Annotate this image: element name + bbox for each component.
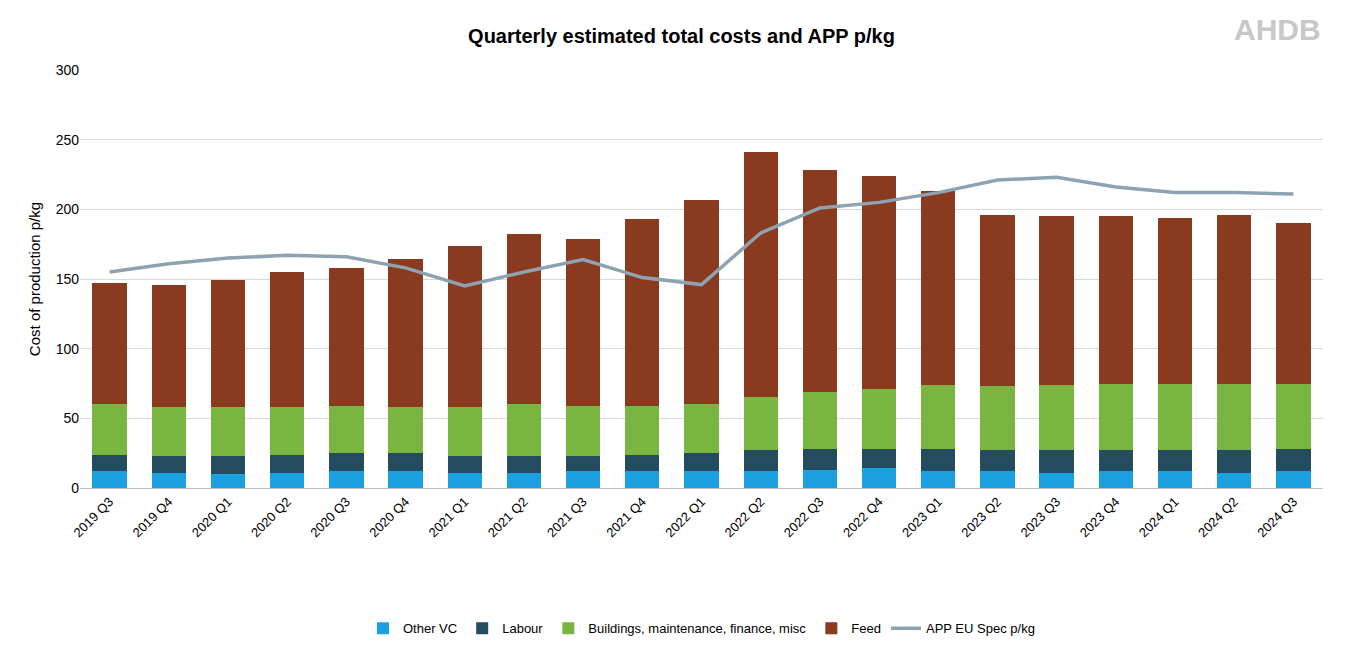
svg-text:2022 Q2: 2022 Q2: [722, 494, 768, 540]
svg-text:2021 Q4: 2021 Q4: [603, 494, 649, 540]
svg-text:2019 Q4: 2019 Q4: [130, 494, 176, 540]
svg-text:Quarterly estimated total cost: Quarterly estimated total costs and APP …: [468, 25, 895, 47]
svg-text:2023 Q3: 2023 Q3: [1017, 494, 1063, 540]
svg-text:2021 Q2: 2021 Q2: [485, 494, 531, 540]
svg-text:2020 Q4: 2020 Q4: [366, 494, 412, 540]
svg-text:APP EU Spec p/kg: APP EU Spec p/kg: [926, 621, 1035, 636]
svg-text:2021 Q3: 2021 Q3: [544, 494, 590, 540]
svg-text:2022 Q3: 2022 Q3: [781, 494, 827, 540]
svg-text:2021 Q1: 2021 Q1: [426, 494, 472, 540]
svg-text:2024 Q3: 2024 Q3: [1254, 494, 1300, 540]
svg-text:2023 Q4: 2023 Q4: [1077, 494, 1123, 540]
svg-text:2019 Q3: 2019 Q3: [70, 494, 116, 540]
svg-text:2022 Q1: 2022 Q1: [662, 494, 708, 540]
svg-text:300: 300: [56, 62, 80, 78]
svg-text:2023 Q1: 2023 Q1: [899, 494, 945, 540]
svg-text:200: 200: [56, 201, 80, 217]
svg-text:2024 Q1: 2024 Q1: [1136, 494, 1182, 540]
svg-text:100: 100: [56, 341, 80, 357]
svg-text:2022 Q4: 2022 Q4: [840, 494, 886, 540]
svg-text:2020 Q3: 2020 Q3: [307, 494, 353, 540]
svg-text:2020 Q2: 2020 Q2: [248, 494, 294, 540]
svg-text:2020 Q1: 2020 Q1: [189, 494, 235, 540]
svg-text:Other VC: Other VC: [403, 621, 457, 636]
svg-text:0: 0: [71, 480, 79, 496]
svg-text:Feed: Feed: [851, 621, 881, 636]
svg-text:150: 150: [56, 271, 80, 287]
svg-text:Labour: Labour: [502, 621, 543, 636]
svg-text:AHDB: AHDB: [1234, 13, 1321, 46]
svg-text:Buildings, maintenance, financ: Buildings, maintenance, finance, misc: [588, 621, 806, 636]
svg-text:2023 Q2: 2023 Q2: [958, 494, 1004, 540]
svg-text:50: 50: [63, 410, 79, 426]
svg-text:250: 250: [56, 132, 80, 148]
svg-text:Cost of production p/kg: Cost of production p/kg: [26, 202, 43, 356]
svg-text:2024 Q2: 2024 Q2: [1195, 494, 1241, 540]
